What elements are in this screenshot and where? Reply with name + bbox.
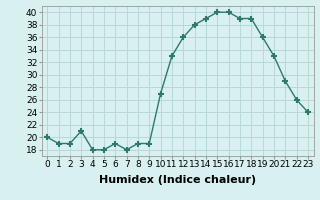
X-axis label: Humidex (Indice chaleur): Humidex (Indice chaleur) bbox=[99, 175, 256, 185]
